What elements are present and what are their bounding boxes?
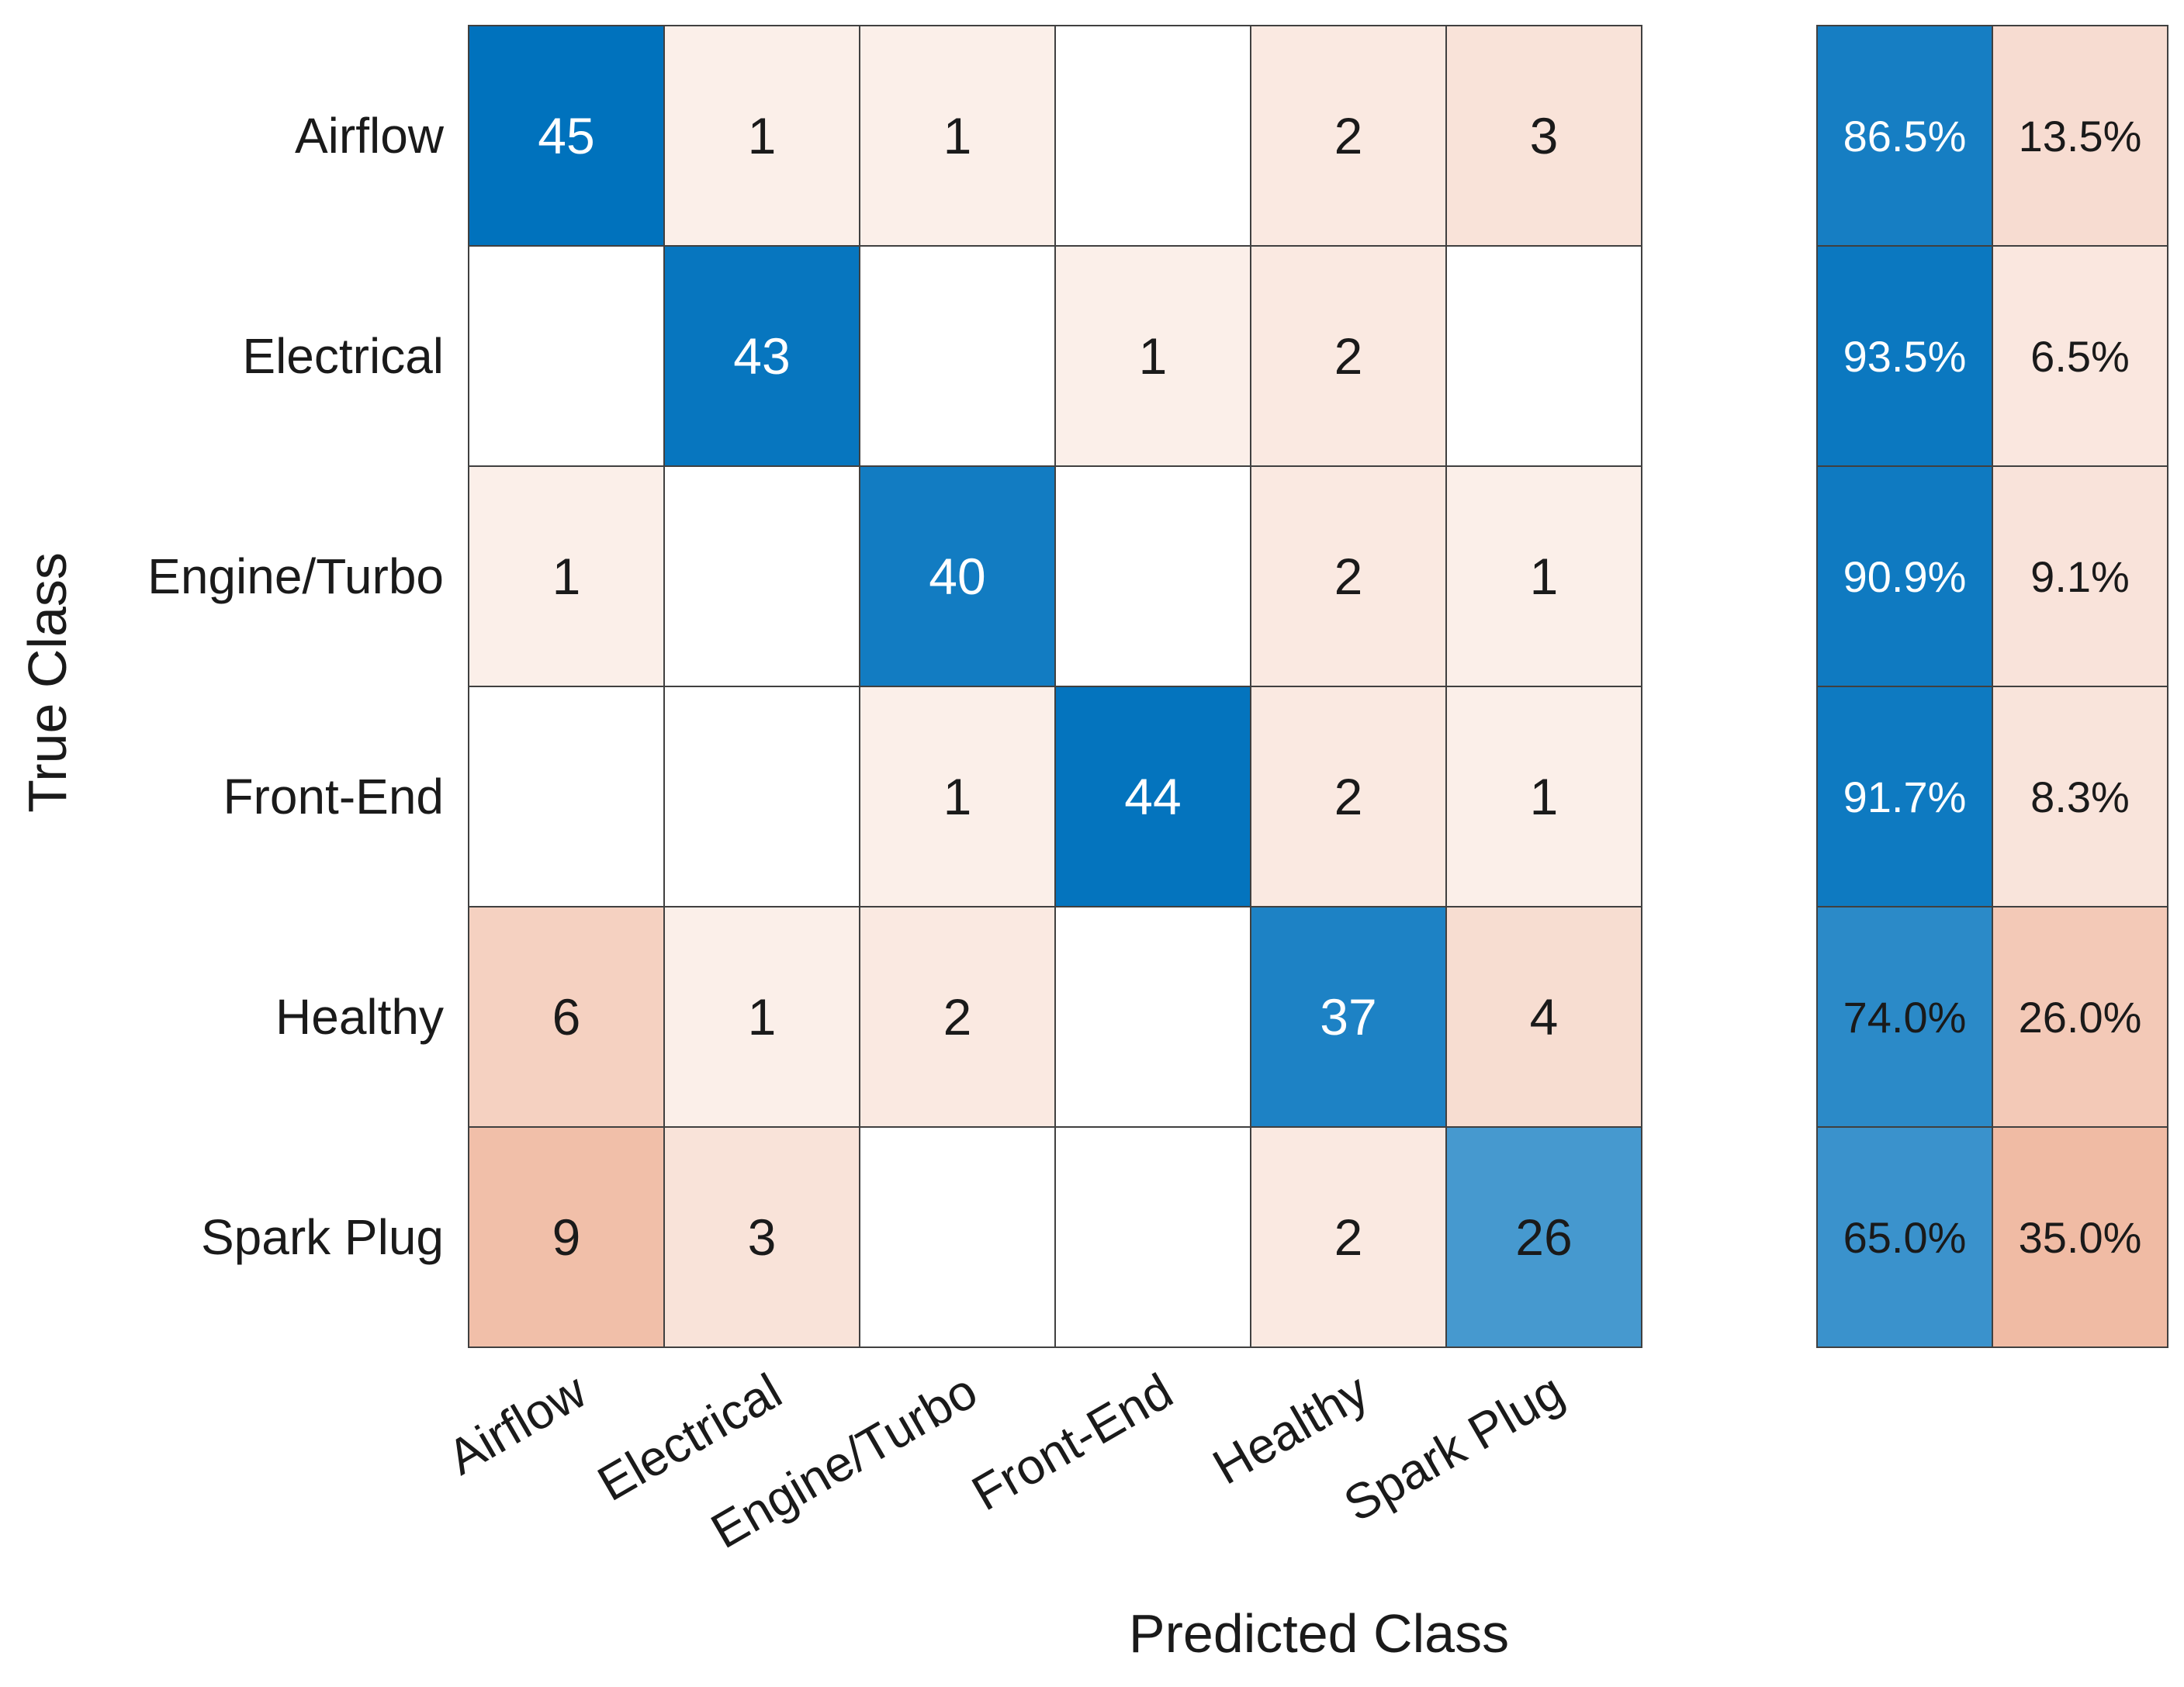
summary-incorrect-label: 6.5%: [2030, 332, 2130, 381]
x-tick-label: Spark Plug: [1334, 1363, 1573, 1533]
matrix-cell: [1250, 25, 1447, 247]
matrix-cell: [1445, 25, 1642, 247]
summary-incorrect-label: 9.1%: [2030, 552, 2130, 601]
summary-correct-label: 65.0%: [1843, 1213, 1967, 1262]
y-tick-label: Spark Plug: [201, 1209, 444, 1265]
matrix-cell: [1445, 465, 1642, 687]
cell-count-label: 1: [748, 988, 777, 1046]
cell-count-label: 2: [1334, 107, 1363, 164]
matrix-cell: [1054, 906, 1251, 1128]
matrix-cell-diagonal: [1445, 1126, 1642, 1348]
matrix-cell: [1054, 25, 1251, 247]
y-tick-label: Healthy: [275, 989, 444, 1045]
summary-correct-label: 93.5%: [1843, 332, 1967, 381]
matrix-cell: [859, 25, 1056, 247]
cell-count-label: 45: [538, 107, 594, 164]
cell-count-label: 3: [1530, 107, 1559, 164]
summary-incorrect-cell: [1992, 1126, 2168, 1348]
matrix-cell: [1250, 245, 1447, 467]
matrix-cell: [663, 25, 860, 247]
cell-count-label: 3: [748, 1208, 777, 1266]
cell-count-label: 2: [1334, 1208, 1363, 1266]
matrix-cell-diagonal: [1250, 906, 1447, 1128]
summary-correct-cell: [1816, 1126, 1993, 1348]
summary-incorrect-cell: [1992, 245, 2168, 467]
summary-correct-label: 74.0%: [1843, 993, 1967, 1042]
cell-count-label: 1: [943, 768, 972, 825]
cell-count-label: 9: [552, 1208, 581, 1266]
cell-count-label: 2: [1334, 548, 1363, 605]
matrix-cell: [468, 1126, 665, 1348]
matrix-cell: [663, 1126, 860, 1348]
matrix-cell: [663, 686, 860, 907]
matrix-cell: [663, 465, 860, 687]
summary-incorrect-label: 35.0%: [2019, 1213, 2142, 1262]
matrix-cells: 45 1 1 2 3 43 1 2 1 40 2 1 1 44 2 1 6 1 2 37 4 9 3 2 26: [468, 25, 1642, 1348]
y-tick-label: Engine/Turbo: [147, 548, 444, 604]
matrix-cell: [1445, 906, 1642, 1128]
x-tick-label: Airflow: [438, 1362, 596, 1485]
y-axis-title: True Class: [17, 552, 78, 813]
summary-incorrect-cell: [1992, 906, 2168, 1128]
matrix-cell: [468, 245, 665, 467]
matrix-cell-diagonal: [1054, 686, 1251, 907]
cell-count-label: 40: [929, 548, 985, 605]
cell-count-label: 37: [1320, 988, 1376, 1046]
summary-correct-label: 86.5%: [1843, 112, 1967, 161]
matrix-cell: [1054, 1126, 1251, 1348]
matrix-cell: [859, 906, 1056, 1128]
summary-correct-cell: [1816, 245, 1993, 467]
matrix-cell: [859, 1126, 1056, 1348]
matrix-cell: [1445, 686, 1642, 907]
cell-count-label: 2: [1334, 768, 1363, 825]
matrix-cell: [663, 906, 860, 1128]
cell-count-label: 26: [1515, 1208, 1572, 1266]
y-tick-label: Electrical: [242, 328, 444, 384]
cell-count-label: 4: [1530, 988, 1559, 1046]
cell-count-label: 44: [1124, 768, 1181, 825]
matrix-cell: [468, 686, 665, 907]
matrix-cell: [1250, 686, 1447, 907]
x-tick-label: Front-End: [963, 1363, 1182, 1522]
summary-incorrect-cell: [1992, 25, 2168, 247]
summary-incorrect-label: 13.5%: [2019, 112, 2142, 161]
summary-incorrect-cell: [1992, 465, 2168, 687]
cell-count-label: 1: [1530, 548, 1559, 605]
matrix-cell-diagonal: [859, 465, 1056, 687]
summary-incorrect-label: 8.3%: [2030, 773, 2130, 821]
summary-incorrect-cell: [1992, 686, 2168, 907]
matrix-cell: [859, 686, 1056, 907]
matrix-cell-diagonal: [468, 25, 665, 247]
summary-correct-label: 91.7%: [1843, 773, 1967, 821]
matrix-cell: [1054, 465, 1251, 687]
matrix-cell: [859, 245, 1056, 467]
summary-incorrect-label: 26.0%: [2019, 993, 2142, 1042]
row-summary: 86.5% 13.5% 93.5% 6.5% 90.9% 9.1% 91.7% 8.3% 74.…: [1816, 25, 2168, 1348]
cell-count-label: 2: [1334, 327, 1363, 385]
cell-count-label: 1: [1530, 768, 1559, 825]
summary-correct-label: 90.9%: [1843, 552, 1967, 601]
cell-count-label: 1: [552, 548, 581, 605]
cell-count-label: 43: [733, 327, 790, 385]
matrix-cell-diagonal: [663, 245, 860, 467]
y-tick-label: Front-End: [223, 769, 444, 824]
cell-count-label: 2: [943, 988, 972, 1046]
cell-count-label: 6: [552, 988, 581, 1046]
matrix-cell: [468, 906, 665, 1128]
cell-count-label: 1: [748, 107, 777, 164]
cell-count-label: 1: [943, 107, 972, 164]
matrix-cell: [1445, 245, 1642, 467]
cell-count-label: 1: [1139, 327, 1168, 385]
x-axis-title: Predicted Class: [1129, 1603, 1509, 1664]
y-tick-labels: Airflow Electrical Engine/Turbo Front-End He…: [147, 108, 445, 1265]
y-tick-label: Airflow: [295, 108, 445, 164]
